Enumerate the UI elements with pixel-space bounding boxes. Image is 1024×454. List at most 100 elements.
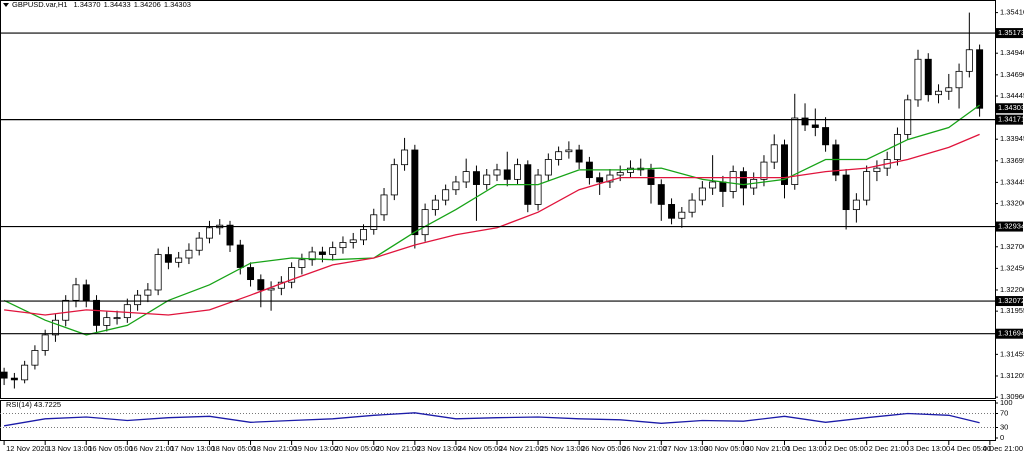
candle-body	[72, 284, 80, 301]
x-tick-label: 23 Nov 13:00	[417, 444, 462, 453]
y-tick-label: 1.32700	[1000, 242, 1024, 251]
level-label: 1.35173	[998, 28, 1024, 37]
candle-body	[401, 149, 409, 166]
x-tick-label: 2 Dec 21:00	[869, 444, 909, 453]
x-tick-label: 13 Nov 13:00	[47, 444, 92, 453]
candle-body	[113, 317, 121, 320]
x-tick-label: 20 Nov 05:00	[335, 444, 380, 453]
y-tick-label: 1.31455	[1000, 349, 1024, 358]
level-label-box	[996, 221, 1023, 232]
y-tick-label: 1.32200	[1000, 285, 1024, 294]
y-tick-label: 1.33695	[1000, 156, 1024, 165]
x-tick-label: 26 Nov 05:00	[581, 444, 626, 453]
candle-body	[483, 174, 491, 185]
y-tick-label: 1.33945	[1000, 134, 1024, 143]
x-tick-label: 24 Nov 05:00	[458, 444, 503, 453]
menu-arrow[interactable]	[3, 3, 9, 7]
candle-body	[945, 87, 953, 92]
rsi-tick-label: 100	[1000, 398, 1013, 407]
candle-body	[801, 117, 809, 126]
candle-body	[791, 117, 799, 185]
candle-body	[555, 151, 563, 160]
candle-body	[205, 227, 213, 239]
candle-body	[719, 181, 727, 192]
x-tick-label: 4 Dec 05:00	[951, 444, 991, 453]
candle-body	[668, 204, 676, 219]
x-tick-label: 19 Nov 13:00	[294, 444, 339, 453]
candle-body	[51, 319, 59, 336]
candle-body	[863, 171, 871, 201]
candle-body	[739, 171, 747, 189]
x-tick-label: 26 Nov 21:00	[622, 444, 667, 453]
candle-body	[10, 377, 18, 381]
candle-body	[329, 247, 337, 255]
main-frame	[0, 0, 996, 399]
level-label: 1.32072	[998, 296, 1024, 305]
level-label: 1.32934	[998, 222, 1024, 231]
x-tick-label: 16 Nov 21:00	[129, 444, 174, 453]
y-tick-label: 1.34940	[1000, 48, 1024, 57]
candle-body	[596, 177, 604, 183]
candle-body	[893, 134, 901, 160]
candle-body	[935, 90, 943, 96]
candle-body	[431, 199, 439, 211]
level-label-box	[996, 114, 1023, 125]
rsi-title: RSI(14) 43.7225	[6, 400, 61, 409]
y-tick-label: 1.35410	[1000, 8, 1024, 17]
rsi-tick-label: 70	[1000, 408, 1008, 417]
candle-body	[842, 174, 850, 211]
candle-body	[678, 211, 686, 219]
candle-body	[781, 144, 788, 185]
x-tick-label: 27 Nov 13:00	[663, 444, 708, 453]
candle-body	[370, 214, 378, 230]
rsi-line	[3, 412, 980, 427]
candle-body	[31, 350, 39, 366]
candle-body	[62, 299, 70, 321]
last-price-box	[996, 103, 1023, 114]
candle-body	[144, 289, 152, 296]
x-tick-label: 18 Nov 21:00	[253, 444, 298, 453]
candle-body	[493, 169, 501, 176]
y-tick-label: 1.34690	[1000, 70, 1024, 79]
level-label: 1.34171	[998, 115, 1024, 124]
x-tick-label: 1 Dec 13:00	[786, 444, 826, 453]
candle-body	[308, 251, 316, 261]
header-value: 1.34433	[104, 0, 131, 9]
candle-body	[955, 70, 963, 89]
candle-body	[41, 334, 49, 351]
candle-body	[544, 159, 552, 176]
candle-body	[103, 317, 111, 326]
candle-body	[236, 244, 244, 268]
candle-body	[298, 259, 306, 268]
candle-body	[134, 294, 142, 306]
x-tick-label: 18 Nov 05:00	[211, 444, 256, 453]
x-tick-label: 30 Nov 05:00	[704, 444, 749, 453]
moving-average	[3, 104, 980, 336]
x-tick-label: 12 Nov 2020	[6, 444, 49, 453]
candle-body	[503, 169, 511, 180]
candle-body	[288, 267, 296, 283]
x-tick-label: 25 Nov 13:00	[540, 444, 585, 453]
y-tick-label: 1.30960	[1000, 392, 1024, 401]
moving-average	[4, 133, 980, 316]
y-tick-label: 1.32450	[1000, 263, 1024, 272]
candle-body	[770, 144, 778, 163]
candle-body	[390, 164, 398, 196]
candle-body	[195, 237, 203, 251]
last-price-label: 1.34303	[998, 103, 1024, 112]
candle-body	[462, 171, 470, 183]
header-value: 1.34370	[73, 0, 100, 9]
x-tick-label: 16 Nov 05:00	[88, 444, 133, 453]
candle-body	[442, 189, 450, 201]
candle-body	[226, 224, 234, 246]
x-tick-label: 20 Nov 21:00	[376, 444, 421, 453]
y-tick-label: 1.33445	[1000, 177, 1024, 186]
candle-body	[175, 257, 183, 263]
symbol-title: GBPUSD.var,H1	[12, 0, 67, 9]
header-value: 1.34206	[134, 0, 161, 9]
candle-body	[760, 161, 768, 180]
candle-body	[698, 187, 706, 201]
candle-body	[626, 167, 634, 173]
